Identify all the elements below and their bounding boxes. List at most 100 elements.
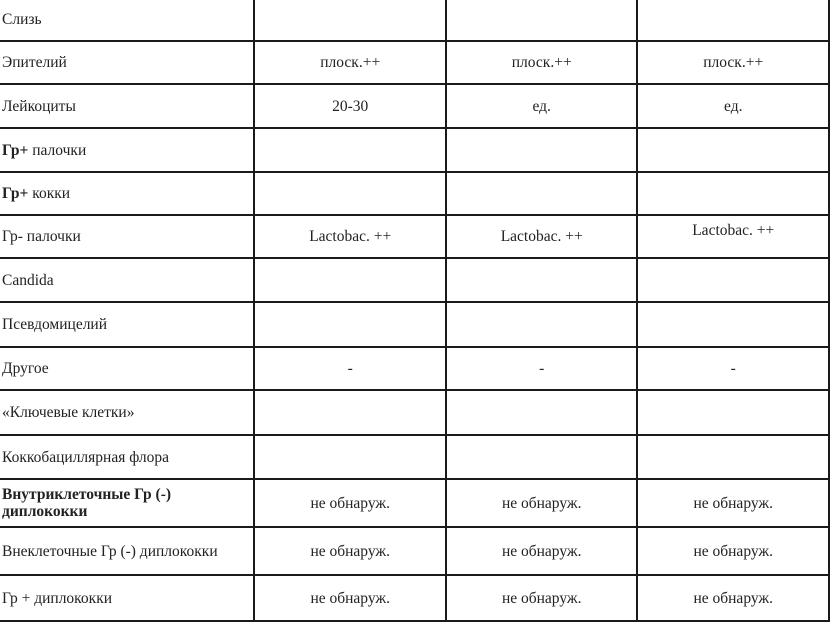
table-row: Внутриклеточные Гр (-) диплококки не обна… [0, 478, 830, 528]
row-label-bold: Внутриклеточные Гр (-) диплококки [2, 486, 172, 520]
cell-value: ед. [532, 97, 551, 115]
value-cell [636, 301, 830, 348]
cell-value: не обнаруж. [310, 542, 390, 560]
row-label-bold: Гр+ [2, 141, 29, 159]
row-label: Лейкоциты [0, 83, 256, 129]
row-label-text: Внеклеточные Гр (-) диплококки [2, 542, 218, 560]
table-row: Другое - - - [0, 346, 830, 391]
row-label: Гр+ палочки [0, 127, 256, 173]
value-cell: - [253, 346, 447, 391]
row-label: Гр + диплококки [0, 574, 256, 622]
table-row: Гр- палочки Lactobac. ++ Lactobac. ++ Lacto… [0, 214, 830, 259]
cell-value: не обнаруж. [693, 494, 773, 512]
cell-value: не обнаруж. [501, 494, 582, 512]
table-row: Эпителий плоск.++ плоск.++ плоск.++ [0, 40, 830, 85]
value-cell: Lactobac. ++ [636, 214, 830, 259]
value-cell: не обнаруж. [444, 478, 639, 528]
value-cell: плоск.++ [253, 40, 447, 85]
cell-value: Lactobac. ++ [500, 228, 583, 245]
row-label: Эпителий [0, 40, 256, 85]
value-cell [253, 0, 447, 42]
value-cell: не обнаруж. [253, 478, 447, 528]
row-label-text: Другое [2, 360, 49, 377]
value-cell [444, 0, 639, 42]
value-cell: не обнаруж. [636, 478, 830, 528]
table-row: Внеклеточные Гр (-) диплококки не обнаруж… [0, 526, 830, 576]
row-label-text: Лейкоциты [2, 97, 76, 115]
row-label: Коккобациллярная флора [0, 434, 256, 480]
cell-value: плоск.++ [511, 54, 572, 71]
table-row: Псевдомицелий [0, 301, 830, 348]
cell-value: не обнаруж. [501, 542, 582, 560]
table-row: Лейкоциты 20-30 ед. ед. [0, 83, 830, 129]
value-cell: не обнаруж. [636, 526, 830, 576]
row-label-text: Гр + диплококки [2, 589, 113, 607]
table-row: Гр + диплококки не обнаруж. не обнаруж. не … [0, 574, 830, 622]
value-cell: ед. [636, 83, 830, 129]
value-cell [636, 389, 830, 436]
row-label-text: Слизь [2, 10, 42, 28]
row-label: Гр- палочки [0, 214, 256, 259]
cell-value: Lactobac. ++ [309, 228, 392, 245]
row-label: Слизь [0, 0, 256, 42]
value-cell [253, 434, 447, 480]
row-label-text: Псевдомицелий [2, 316, 108, 333]
row-label: Внеклеточные Гр (-) диплококки [0, 526, 256, 576]
value-cell: Lactobac. ++ [253, 214, 447, 259]
cell-value: плоск.++ [320, 54, 381, 71]
value-cell [253, 127, 447, 173]
row-label: Псевдомицелий [0, 301, 256, 348]
row-label: Другое [0, 346, 256, 391]
row-label-text: «Ключевые клетки» [2, 404, 135, 421]
value-cell [636, 171, 830, 216]
row-label: Candida [0, 257, 256, 303]
table-row: Гр+ кокки [0, 171, 830, 216]
cell-value: не обнаруж. [310, 494, 390, 512]
cell-value: не обнаруж. [501, 589, 582, 607]
row-label-text: палочки [28, 141, 87, 159]
cell-value: не обнаруж. [310, 589, 390, 607]
value-cell [444, 257, 639, 303]
value-cell [444, 434, 639, 480]
value-cell: - [444, 346, 639, 391]
value-cell: не обнаруж. [444, 574, 639, 622]
cell-value: Lactobac. ++ [692, 222, 775, 239]
value-cell: не обнаруж. [636, 574, 830, 622]
value-cell [636, 434, 830, 480]
value-cell [444, 171, 639, 216]
value-cell: - [636, 346, 830, 391]
cell-value: - [730, 360, 736, 377]
table-row: Гр+ палочки [0, 127, 830, 173]
value-cell: не обнаруж. [444, 526, 639, 576]
value-cell [253, 257, 447, 303]
table-row: «Ключевые клетки» [0, 389, 830, 436]
cell-value: - [539, 360, 545, 377]
table-row: Коккобациллярная флора [0, 434, 830, 480]
value-cell [444, 301, 639, 348]
row-label-text: Candida [2, 271, 54, 289]
value-cell: не обнаруж. [253, 574, 447, 622]
cell-value: ед. [724, 97, 743, 115]
row-label-text: кокки [28, 185, 71, 202]
value-cell [636, 0, 830, 42]
value-cell [636, 127, 830, 173]
row-label: Внутриклеточные Гр (-) диплококки [0, 478, 256, 528]
cell-value: - [347, 360, 353, 377]
cell-value: не обнаруж. [693, 542, 773, 560]
value-cell [253, 301, 447, 348]
row-label-text: Эпителий [2, 54, 67, 71]
row-label-text: Коккобациллярная флора [2, 448, 169, 466]
value-cell [253, 389, 447, 436]
row-label-bold: Гр+ [2, 185, 29, 202]
cell-value: не обнаруж. [693, 589, 773, 607]
value-cell: Lactobac. ++ [444, 214, 639, 259]
row-label: «Ключевые клетки» [0, 389, 256, 436]
row-label: Гр+ кокки [0, 171, 256, 216]
cell-value: 20-30 [332, 97, 369, 115]
value-cell [444, 389, 639, 436]
value-cell: плоск.++ [444, 40, 639, 85]
value-cell [444, 127, 639, 173]
value-cell [636, 257, 830, 303]
value-cell: не обнаруж. [253, 526, 447, 576]
